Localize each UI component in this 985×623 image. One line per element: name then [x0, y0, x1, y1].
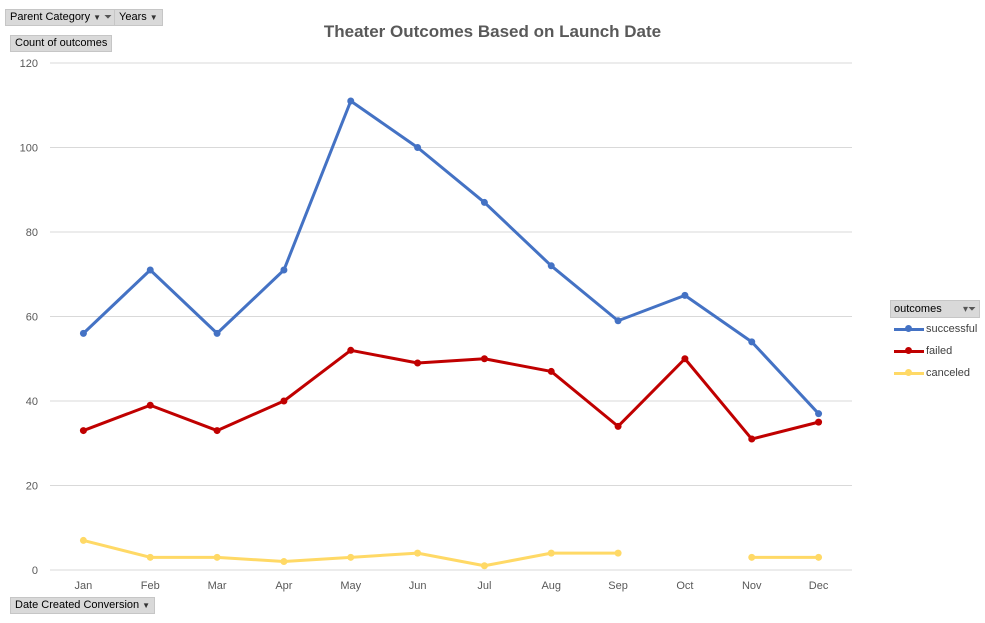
data-point-successful: [815, 410, 823, 418]
x-tick-label: Mar: [208, 580, 227, 592]
data-point-canceled: [79, 536, 87, 544]
x-tick-label: Jul: [477, 580, 491, 592]
y-tick-label: 100: [20, 143, 38, 155]
x-tick-label: Dec: [809, 580, 829, 592]
data-point-successful: [748, 338, 756, 346]
data-point-canceled: [547, 549, 555, 557]
axis-field-button[interactable]: Date Created Conversion ▼: [10, 597, 156, 614]
data-point-failed: [347, 346, 355, 354]
data-point-successful: [280, 266, 288, 274]
x-tick-label: Feb: [141, 580, 160, 592]
chart-title: Theater Outcomes Based on Launch Date: [323, 22, 662, 41]
legend-swatch: [894, 346, 924, 356]
parent-category-filter[interactable]: Parent Category ▼ ⏷: [5, 9, 118, 26]
legend-label: failed: [926, 345, 953, 357]
dropdown-arrow-icon: ▼: [142, 601, 151, 610]
x-tick-label: Jan: [75, 580, 93, 592]
x-tick-label: May: [340, 580, 361, 592]
data-point-failed: [79, 427, 87, 435]
data-point-successful: [347, 97, 355, 105]
y-tick-label: 80: [26, 227, 38, 239]
legend-item-canceled[interactable]: canceled: [894, 362, 980, 384]
years-label: Years: [119, 11, 147, 23]
data-point-failed: [815, 418, 823, 426]
x-tick-label: Nov: [742, 580, 762, 592]
legend-label: canceled: [926, 367, 971, 379]
legend-label: successful: [926, 323, 978, 335]
data-point-successful: [480, 198, 488, 206]
data-point-canceled: [414, 549, 422, 557]
data-point-canceled: [146, 553, 154, 561]
data-point-failed: [414, 359, 422, 367]
data-point-successful: [681, 291, 689, 299]
data-point-canceled: [480, 562, 488, 570]
legend-swatch: [894, 368, 924, 378]
data-point-canceled: [748, 553, 756, 561]
x-tick-label: Aug: [541, 580, 561, 592]
data-point-successful: [213, 329, 221, 337]
x-tick-label: Apr: [275, 580, 292, 592]
parent-category-label: Parent Category: [10, 11, 91, 23]
y-tick-label: 60: [26, 312, 38, 324]
x-tick-label: Oct: [676, 580, 693, 592]
data-point-canceled: [280, 558, 288, 566]
data-point-successful: [547, 262, 555, 270]
values-field-button[interactable]: Count of outcomes: [10, 35, 113, 52]
legend-swatch: [894, 324, 924, 334]
data-point-failed: [480, 355, 488, 363]
dropdown-arrow-icon: ▼: [149, 13, 158, 22]
filter-funnel-icon: ⏷: [104, 12, 113, 23]
values-field-label: Count of outcomes: [15, 37, 108, 49]
filter-funnel-icon: ▾⏷: [962, 303, 976, 315]
data-point-successful: [614, 317, 622, 325]
x-tick-label: Jun: [409, 580, 427, 592]
data-point-successful: [146, 266, 154, 274]
series-line-failed: [81, 348, 821, 441]
data-point-failed: [146, 401, 154, 409]
legend-item-failed[interactable]: failed: [894, 340, 980, 362]
data-point-failed: [681, 355, 689, 363]
axis-field-label: Date Created Conversion: [15, 599, 140, 611]
series-line-canceled: [81, 538, 620, 568]
data-point-failed: [547, 367, 555, 375]
data-point-failed: [614, 422, 622, 430]
legend: outcomes ▾⏷ successful failed canceled: [890, 300, 980, 384]
y-tick-label: 40: [26, 396, 38, 408]
data-point-canceled: [815, 553, 823, 561]
data-point-failed: [213, 427, 221, 435]
data-point-canceled: [213, 553, 221, 561]
y-tick-label: 20: [26, 481, 38, 493]
legend-title: outcomes: [894, 303, 942, 315]
x-tick-label: Sep: [608, 580, 628, 592]
data-point-successful: [414, 144, 422, 151]
data-point-failed: [748, 435, 756, 443]
data-point-canceled: [347, 553, 355, 561]
series-line-successful: [81, 99, 821, 416]
data-point-successful: [79, 329, 87, 337]
y-tick-label: 0: [32, 565, 38, 577]
legend-item-successful[interactable]: successful: [894, 318, 980, 340]
years-filter[interactable]: Years ▼: [114, 9, 163, 26]
dropdown-arrow-icon: ▼: [93, 13, 102, 22]
y-tick-label: 120: [20, 58, 38, 70]
data-point-failed: [280, 397, 288, 405]
data-point-canceled: [614, 549, 622, 557]
legend-header[interactable]: outcomes ▾⏷: [890, 300, 980, 318]
